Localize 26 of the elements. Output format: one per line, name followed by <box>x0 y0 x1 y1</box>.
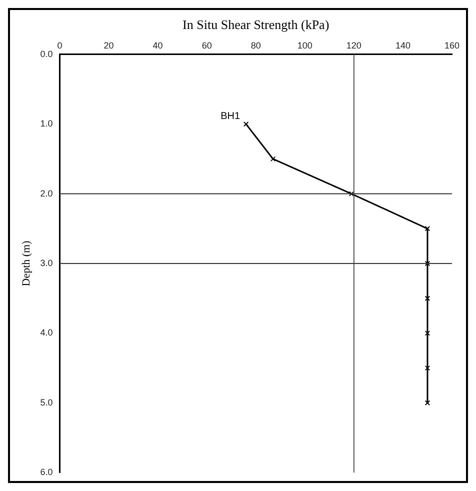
point <box>424 365 430 371</box>
x-tick-label: 0 <box>57 40 62 50</box>
y-tick-label: 2.0 <box>40 188 53 198</box>
x-tick-label: 160 <box>444 40 460 50</box>
y-tick-label: 3.0 <box>40 258 53 268</box>
x-tick-label: 120 <box>346 40 362 50</box>
y-tick-label: 5.0 <box>40 397 53 408</box>
x-tick-label: 100 <box>297 40 312 50</box>
x-tick-label: 80 <box>250 40 261 50</box>
point <box>424 296 430 301</box>
y-axis-title: Depth (m) <box>20 240 32 286</box>
y-tick-label: 0.0 <box>40 48 53 59</box>
point <box>424 260 430 266</box>
y-tick-label: 4.0 <box>40 328 53 338</box>
x-tick-label: 140 <box>395 40 410 50</box>
y-tick-label: 1.0 <box>40 118 53 129</box>
x-axis-title: In Situ Shear Strength (kPa) <box>182 17 330 32</box>
x-tick-label: 20 <box>104 40 114 50</box>
series-label: BH1 <box>220 110 240 122</box>
point <box>424 330 430 336</box>
point <box>270 156 276 162</box>
y-tick-label: 6.0 <box>40 467 53 478</box>
x-tick-label: 60 <box>202 40 212 50</box>
point <box>243 121 249 127</box>
point <box>424 226 430 232</box>
x-tick-label: 40 <box>152 40 163 50</box>
